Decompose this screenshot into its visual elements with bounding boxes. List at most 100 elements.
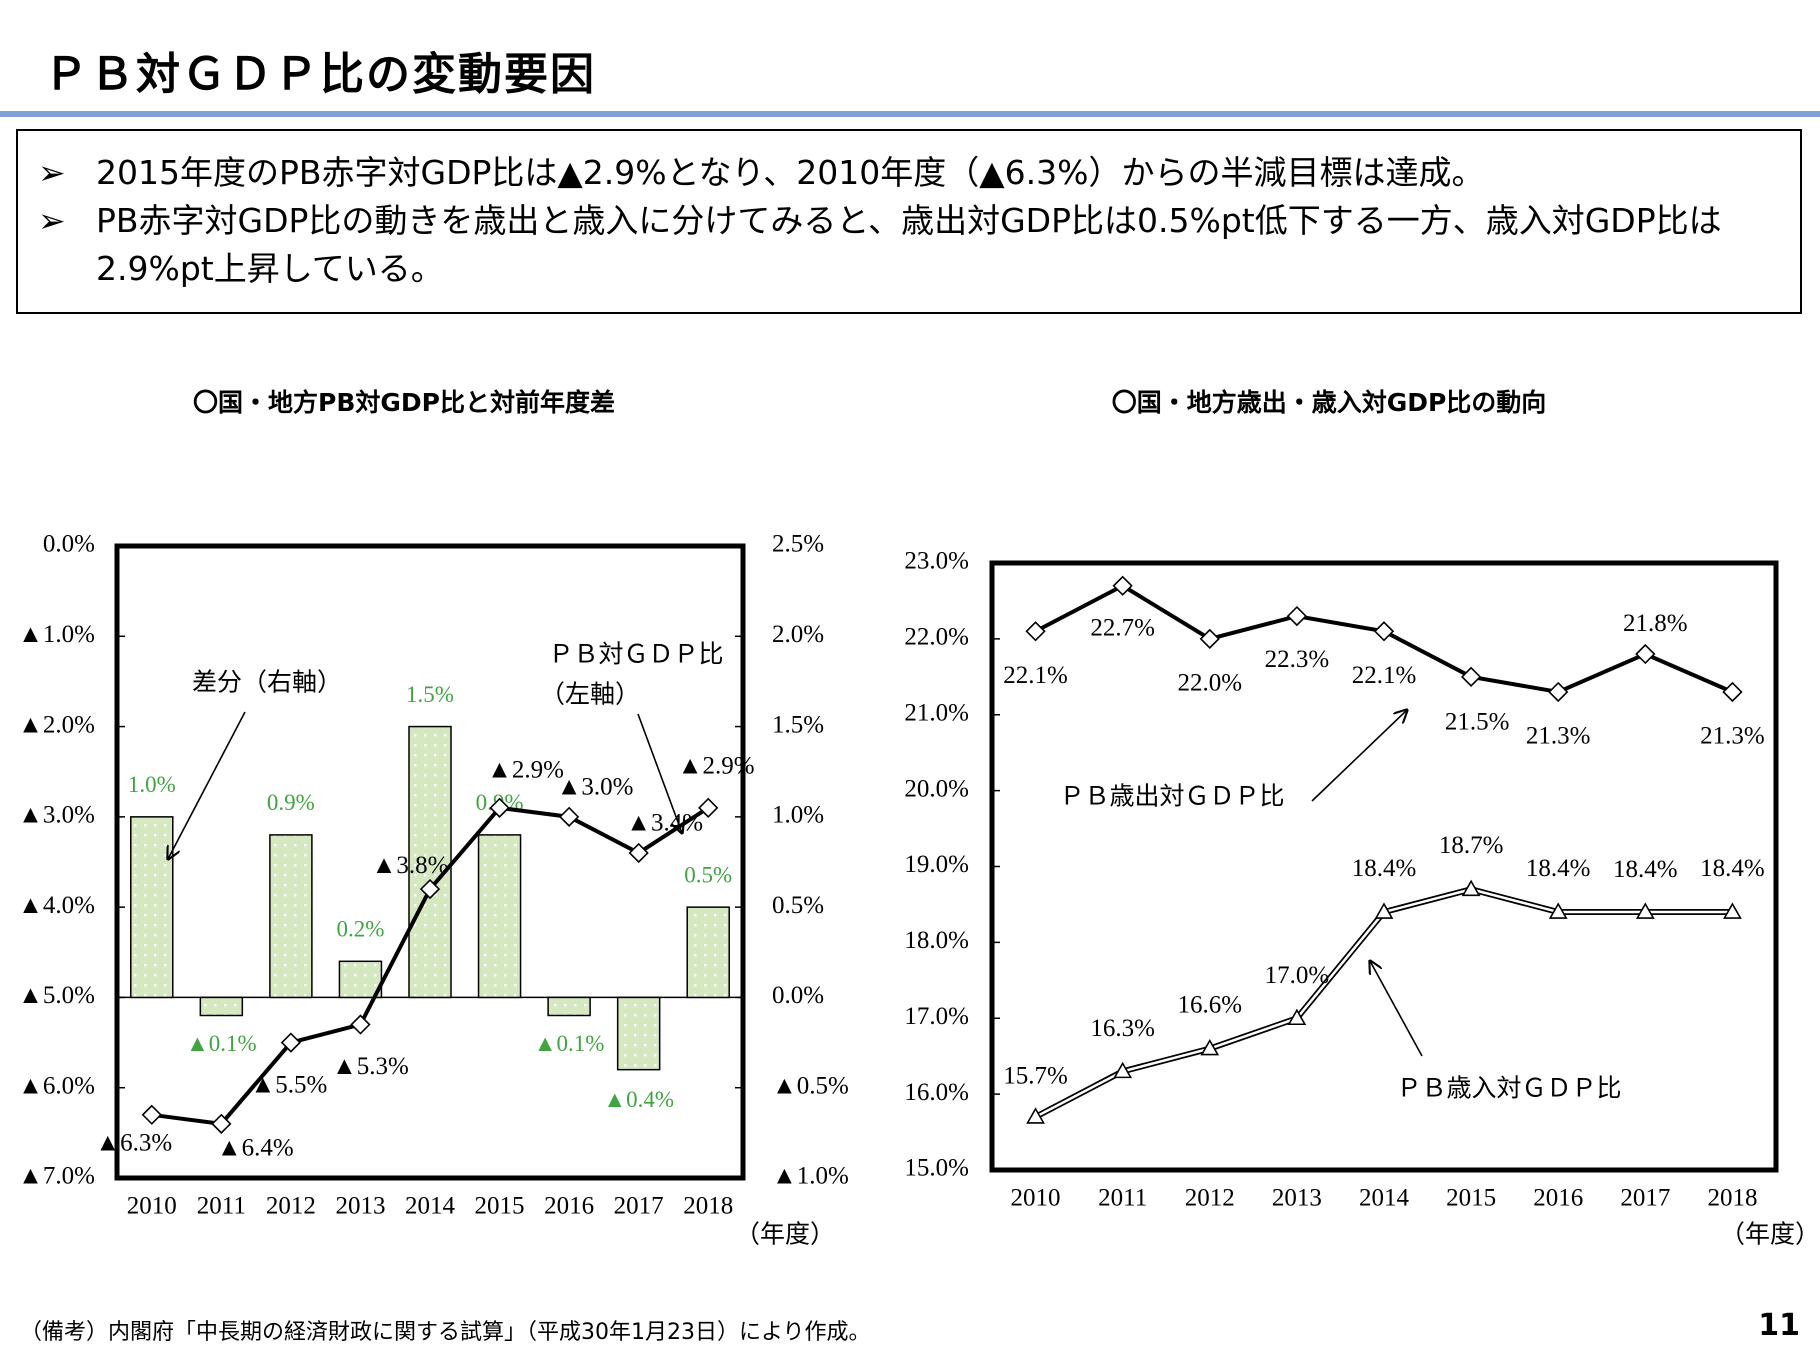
marker [350,1014,371,1035]
y2-tick-label: 2.0% [772,621,824,648]
x-tick-label: 2016 [1533,1185,1583,1212]
marker [1200,1038,1220,1056]
value-label: 16.6% [1177,991,1242,1018]
value-label: 17.0% [1265,962,1330,989]
x-tick-label: 2013 [335,1193,385,1220]
annotation-arrow [1370,961,1423,1057]
y-tick-label: ▲6.0% [18,1072,95,1099]
series-label: ＰＢ歳出対ＧＤＰ比 [1059,783,1284,811]
marker [1723,902,1742,919]
y-tick-label: 16.0% [904,1079,969,1106]
chart-title: 〇国・地方PB対GDP比と対前年度差 [193,388,615,417]
value-label: ▲6.3% [95,1130,172,1157]
marker [1722,681,1743,703]
y-tick-label: 20.0% [904,775,969,802]
y-tick-label: 0.0% [43,531,95,558]
x-tick-label: 2013 [1272,1185,1322,1212]
y-tick-label: 21.0% [904,699,969,726]
value-label: 22.7% [1090,614,1155,641]
value-label: ▲5.3% [332,1053,409,1080]
y2-tick-label: 1.5% [772,711,824,738]
x-tick-label: 2012 [1185,1185,1235,1212]
y-tick-label: 23.0% [904,548,969,575]
value-label: ▲3.0% [557,774,634,801]
line-inner [1034,887,1733,1118]
value-label: 21.8% [1623,610,1688,637]
value-label: 18.7% [1439,832,1504,859]
marker [1374,902,1394,919]
marker [558,806,580,827]
bar-value-label: ▲0.1% [186,1031,257,1056]
bar-value-label: 0.2% [336,917,384,942]
marker [1026,1107,1045,1124]
plot-frame [989,560,1779,1173]
page-number: 11 [1758,1308,1800,1343]
marker [1286,605,1308,627]
value-label: ▲2.9% [487,757,564,784]
y-tick-label: ▲4.0% [18,892,95,919]
value-label: 18.4% [1352,855,1417,882]
x-tick-label: 2018 [1707,1185,1757,1212]
bar [269,834,313,999]
y-tick-label: 22.0% [904,624,969,651]
footnote: （備考）内閣府「中長期の経済財政に関する試算」（平成30年1月23日）により作成… [20,1320,871,1345]
x-tick-label: 2015 [475,1193,525,1220]
x-tick-label: 2016 [544,1193,594,1220]
value-label: ▲3.8% [372,852,449,879]
value-label: 15.7% [1003,1063,1068,1090]
bar [547,996,591,1017]
marker [1635,643,1656,665]
marker [1287,1008,1307,1026]
series-label: ＰＢ歳入対ＧＤＰ比 [1396,1075,1621,1103]
x-tick-label: 2011 [197,1193,246,1220]
y2-tick-label: 2.5% [772,531,824,558]
series-label-note: （左軸） [540,681,640,709]
y-tick-label: 19.0% [904,851,969,878]
annotation-arrow [168,711,246,859]
bar-value-label: ▲0.4% [603,1087,674,1112]
bar [477,834,522,999]
value-label: ▲6.4% [217,1135,294,1162]
value-label: 21.5% [1445,709,1510,736]
y2-tick-label: 1.0% [772,802,824,829]
value-label: 22.1% [1003,662,1068,689]
marker [1113,1061,1133,1079]
bar [616,996,661,1071]
y-tick-label: 17.0% [904,1003,969,1030]
bar-value-label: 0.9% [267,790,315,815]
annotation-arrow [637,713,682,833]
x-tick-label: 2017 [1620,1185,1670,1212]
y-tick-label: 18.0% [904,927,969,954]
marker [1112,575,1133,596]
x-tick-label: 2011 [1098,1185,1147,1212]
marker [1025,621,1046,642]
bar [408,725,452,999]
value-label: 16.3% [1090,1015,1155,1042]
bar-value-label: 0.5% [684,862,732,887]
value-label: ▲3.4% [626,810,703,837]
value-label: 18.4% [1700,855,1765,882]
x-tick-label: 2014 [1359,1185,1410,1212]
bullet: PB赤字対GDP比の動きを歳出と歳入に分けてみると、歳出対GDP比は0.5%pt… [38,197,1776,293]
marker [1461,879,1481,897]
y2-tick-label: 0.5% [772,892,824,919]
y2-tick-label: ▲1.0% [772,1163,849,1190]
bar [130,816,174,999]
value-label: 18.4% [1526,855,1591,882]
plot-frame [114,543,746,1181]
marker [280,1032,302,1053]
chart-title: 〇国・地方歳出・歳入対GDP比の動向 [1112,388,1547,417]
marker [698,797,719,818]
line-outer [1034,886,1733,1120]
bullet: 2015年度のPB赤字対GDP比は▲2.9%となり、2010年度（▲6.3%）か… [38,149,1776,197]
x-tick-label: 2014 [405,1193,456,1220]
value-label: 22.3% [1265,646,1330,673]
y-tick-label: ▲5.0% [18,982,95,1009]
bar [686,906,730,999]
marker [1548,681,1569,703]
marker [1548,902,1568,919]
value-label: 18.4% [1613,856,1678,883]
y-tick-label: ▲1.0% [18,621,95,648]
bar-value-label: ▲0.1% [534,1031,605,1056]
